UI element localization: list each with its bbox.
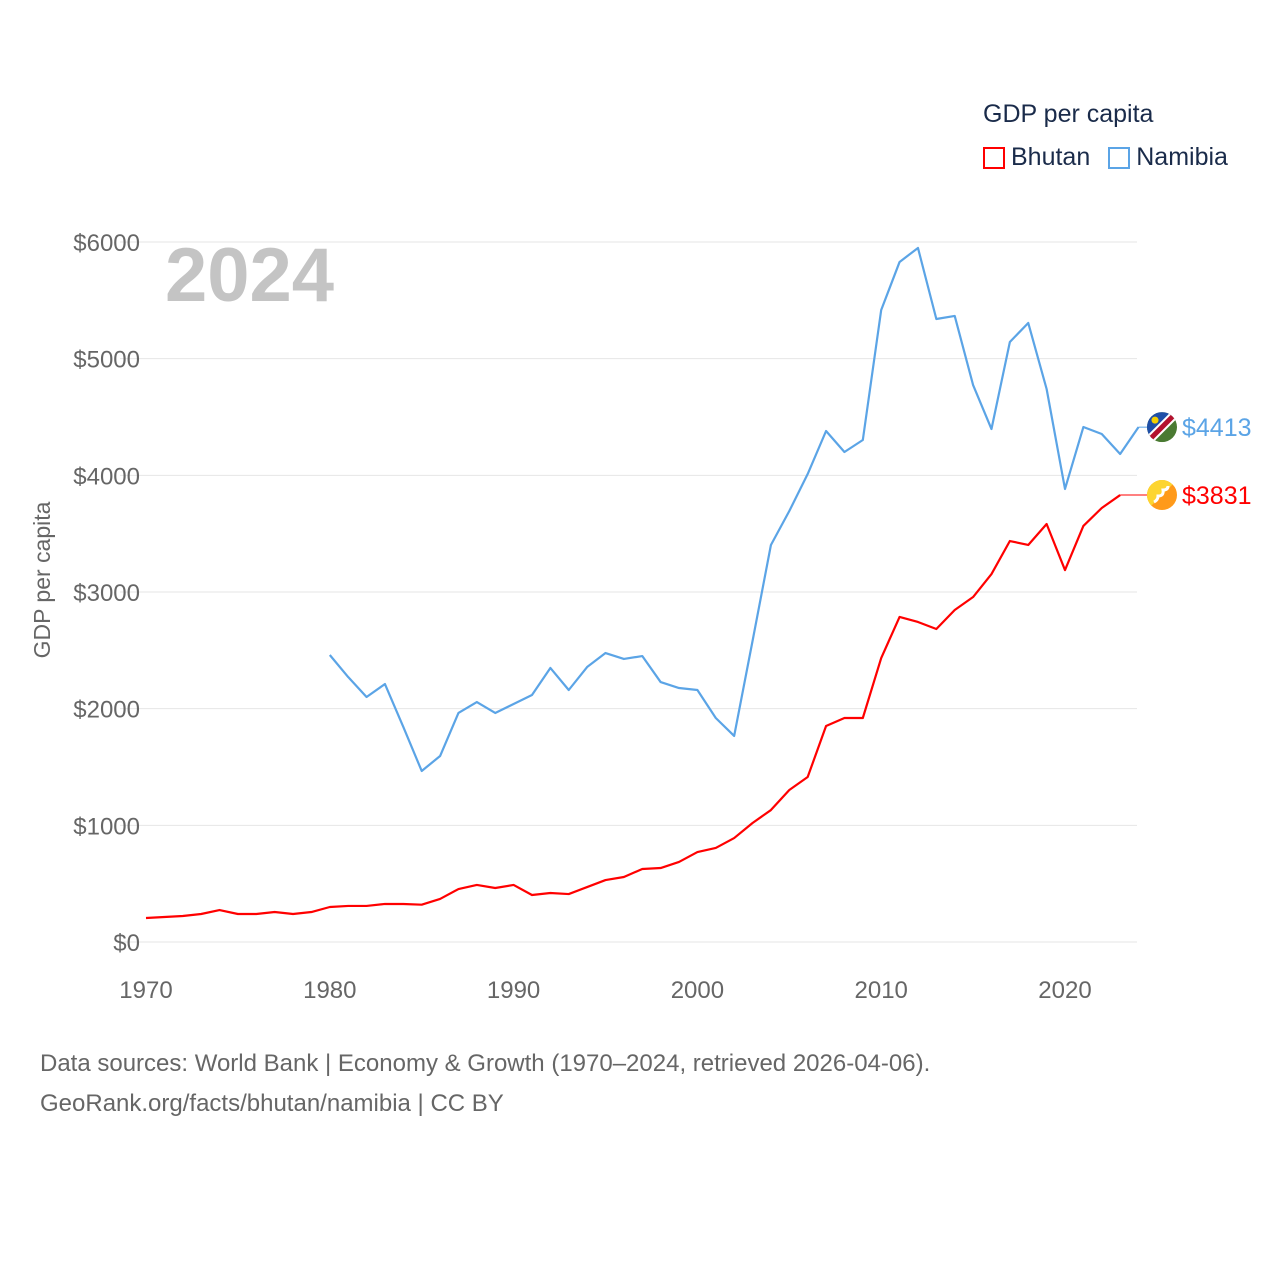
series-line-bhutan	[145, 494, 1121, 920]
x-tick-label: 2000	[671, 977, 724, 1004]
end-value-label-namibia: $4413	[1182, 414, 1252, 442]
x-tick-label: 2020	[1038, 977, 1091, 1004]
legend-title: GDP per capita	[983, 100, 1154, 128]
legend-item-bhutan[interactable]: Bhutan	[983, 143, 1090, 172]
legend-swatch-bhutan	[983, 146, 1005, 169]
y-axis-label: GDP per capita	[29, 501, 55, 658]
legend: Bhutan Namibia	[983, 143, 1228, 172]
x-tick-label: 1980	[303, 977, 356, 1004]
source-note: Data sources: World Bank | Economy & Gro…	[40, 1044, 930, 1124]
x-tick-label: 1970	[119, 977, 172, 1004]
source-line-2[interactable]: GeoRank.org/facts/bhutan/namibia | CC BY	[40, 1090, 504, 1117]
end-value-label-bhutan: $3831	[1182, 482, 1252, 510]
y-tick-label: $1000	[73, 813, 140, 840]
series-line-namibia	[328, 246, 1140, 773]
x-tick-label: 2010	[855, 977, 908, 1004]
y-tick-label: $3000	[73, 580, 140, 607]
legend-label-namibia: Namibia	[1136, 143, 1228, 171]
y-tick-label: $5000	[73, 347, 140, 374]
legend-swatch-namibia	[1108, 146, 1131, 169]
legend-label-bhutan: Bhutan	[1011, 143, 1091, 171]
y-tick-label: $6000	[73, 230, 140, 257]
bhutan-flag-icon	[1147, 480, 1177, 511]
y-tick-label: $2000	[73, 697, 140, 724]
year-watermark: 2024	[165, 233, 335, 318]
source-line-1: Data sources: World Bank | Economy & Gro…	[40, 1050, 931, 1077]
legend-item-namibia[interactable]: Namibia	[1108, 143, 1228, 172]
namibia-flag-icon	[1147, 412, 1177, 443]
x-tick-label: 1990	[487, 977, 540, 1004]
y-tick-label: $4000	[73, 463, 140, 490]
y-tick-label: $0	[113, 930, 140, 957]
